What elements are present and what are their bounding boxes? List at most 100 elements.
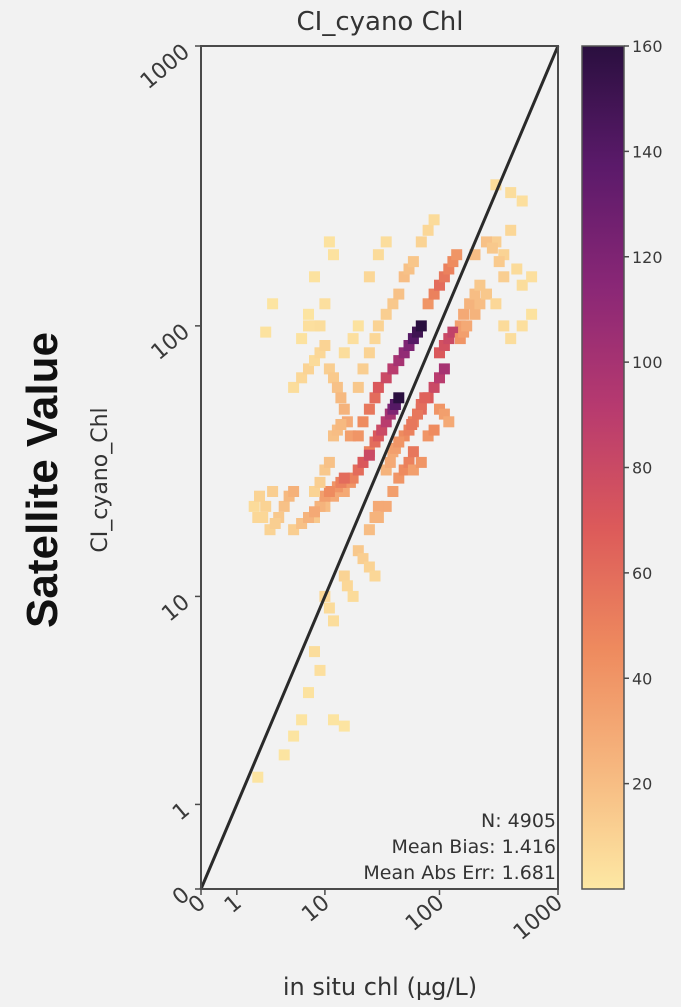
heatmap-cell	[493, 256, 505, 268]
colorbar-ticks: 20 40 60 80 100 120 140 160	[624, 37, 663, 794]
heatmap-cell	[434, 372, 445, 384]
heatmap-cell	[341, 580, 353, 592]
heatmap-cell	[278, 500, 290, 512]
heatmap-cell	[516, 279, 528, 291]
heatmap-layer	[248, 179, 538, 783]
heatmap-cell	[338, 403, 350, 415]
heatmap-cell	[369, 436, 381, 448]
heatmap-cell	[319, 464, 331, 476]
heatmap-cell	[357, 553, 369, 565]
heatmap-cell	[403, 340, 415, 351]
outer-y-label: Satellite Value	[18, 332, 67, 628]
heatmap-cell	[335, 419, 347, 430]
heatmap-cell	[352, 320, 364, 332]
heatmap-cell	[296, 518, 308, 529]
heatmap-cell	[451, 249, 463, 261]
heatmap-cell	[389, 399, 401, 410]
heatmap-cell	[380, 500, 392, 512]
heatmap-cell	[406, 419, 418, 430]
heatmap-cell	[393, 472, 405, 484]
heatmap-cell	[415, 399, 427, 410]
heatmap-cell	[398, 271, 410, 283]
heatmap-cell	[443, 416, 455, 428]
heatmap-cell	[309, 355, 320, 367]
heatmap-cell	[288, 486, 300, 497]
heatmap-cell	[248, 500, 260, 512]
heatmap-cell	[338, 472, 350, 484]
heatmap-cell	[296, 372, 308, 384]
heatmap-cell	[369, 333, 381, 345]
heatmap-cell	[309, 506, 320, 518]
heatmap-cell	[323, 456, 335, 468]
heatmap-cell	[296, 714, 308, 726]
heatmap-cell	[323, 363, 335, 375]
heatmap-cell	[428, 381, 440, 393]
heatmap-cell	[393, 355, 405, 367]
heatmap-cell	[387, 486, 399, 497]
heatmap-cell	[376, 424, 388, 436]
heatmap-cell	[314, 347, 326, 359]
heatmap-cell	[389, 442, 401, 454]
heatmap-cell	[511, 263, 523, 275]
heatmap-cell	[363, 449, 375, 461]
x-axis-label: in situ chl (µg/L)	[283, 973, 477, 1001]
heatmap-cell	[464, 298, 476, 310]
heatmap-cell	[490, 298, 502, 310]
heatmap-cell	[443, 263, 455, 275]
heatmap-cell	[458, 326, 470, 338]
heatmap-cell	[319, 340, 331, 351]
heatmap-cell	[309, 486, 320, 497]
heatmap-cell	[288, 730, 300, 742]
reference-line	[199, 45, 560, 890]
heatmap-cell	[387, 298, 399, 310]
heatmap-cell	[403, 456, 415, 468]
stat-mean-abs-err: Mean Abs Err: 1.681	[363, 862, 556, 884]
colorbar-tick-label: 20	[632, 775, 652, 794]
heatmap-cell	[341, 416, 353, 428]
heatmap-cell	[428, 288, 440, 300]
heatmap-cell	[331, 381, 343, 393]
heatmap-cell	[419, 392, 431, 404]
heatmap-cell	[407, 256, 419, 268]
colorbar-tick-label: 80	[632, 459, 652, 478]
heatmap-cell	[344, 430, 356, 442]
plot-frame	[200, 45, 559, 890]
heatmap-cell	[415, 236, 427, 248]
heatmap-cell	[296, 333, 308, 345]
chart-title: CI_cyano Chl	[297, 7, 464, 37]
heatmap-cell	[372, 249, 384, 261]
heatmap-cell	[338, 486, 350, 497]
colorbar-tick-label: 100	[632, 353, 663, 372]
heatmap-cell	[415, 320, 427, 332]
heatmap-cell	[516, 320, 528, 332]
heatmap-cell	[387, 363, 399, 375]
heatmap-cell	[454, 333, 466, 345]
heatmap-cell	[252, 771, 264, 783]
heatmap-cell	[309, 646, 320, 658]
colorbar	[581, 45, 625, 890]
heatmap-cell	[273, 512, 285, 523]
heatmap-cell	[498, 249, 510, 261]
stat-n: N: 4905	[481, 810, 556, 832]
y-axis-label: CI_cyano_Chl	[88, 407, 113, 552]
heatmap-cell	[526, 308, 538, 320]
heatmap-cell	[481, 288, 492, 300]
heatmap-cell	[264, 524, 276, 536]
heatmap-cell	[288, 524, 300, 536]
heatmap-cell	[347, 333, 359, 345]
heatmap-cell	[303, 512, 314, 523]
heatmap-cell	[469, 249, 481, 261]
heatmap-cell	[505, 333, 517, 345]
heatmap-cell	[469, 308, 481, 320]
heatmap-cell	[328, 714, 339, 726]
heatmap-cell	[380, 372, 392, 384]
heatmap-cell	[357, 456, 369, 468]
heatmap-cell	[314, 320, 326, 332]
heatmap-cell	[323, 236, 335, 248]
heatmap-cell	[447, 256, 459, 268]
heatmap-cell	[384, 456, 396, 468]
heatmap-cell	[372, 430, 384, 442]
heatmap-cell	[490, 236, 502, 248]
heatmap-cell	[438, 340, 450, 351]
